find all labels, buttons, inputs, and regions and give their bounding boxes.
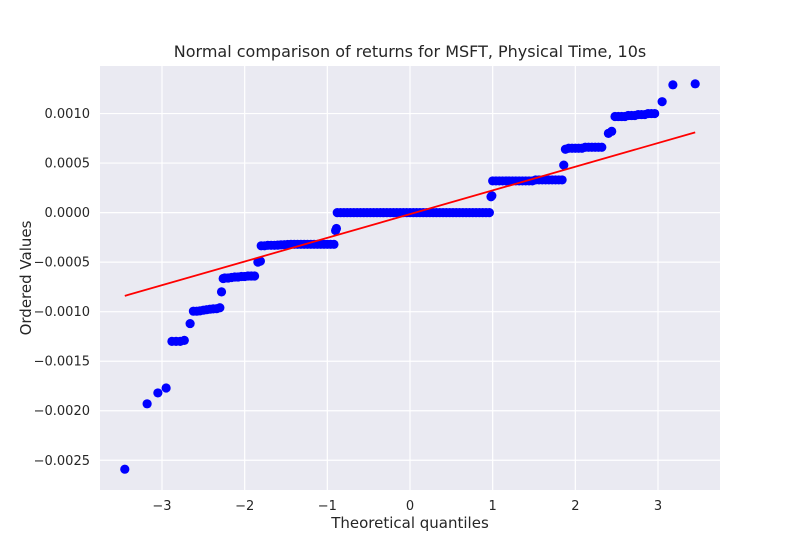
data-point [255,256,265,266]
grid-lines [100,66,720,490]
data-point [179,335,189,346]
data-points [120,79,700,474]
y-tick-label: 0.0010 [45,107,91,122]
data-point [657,97,667,107]
y-tick-label: −0.0015 [34,355,90,370]
x-tick-label: −1 [318,499,337,514]
data-point [557,175,567,185]
data-point [690,79,700,89]
data-point [185,318,195,329]
data-point [597,142,607,152]
data-point [559,160,569,170]
y-tick-label: −0.0010 [34,305,90,320]
data-point [668,80,678,90]
fit-line [124,131,696,297]
data-point [120,464,130,474]
x-tick-labels: −3 −2 −1 0 1 2 3 [152,499,662,514]
data-point [142,399,152,409]
y-axis-label: Ordered Values [17,220,35,335]
x-tick-label: 1 [489,499,497,514]
y-tick-label: −0.0005 [34,256,90,271]
x-tick-label: 2 [571,499,579,514]
chart-title: Normal comparison of returns for MSFT, P… [174,42,646,61]
data-point [215,303,225,313]
x-axis-label: Theoretical quantiles [330,514,489,532]
data-point [329,239,339,249]
x-tick-label: −3 [152,499,171,514]
y-tick-label: 0.0005 [45,157,91,172]
data-point [153,388,163,398]
x-tick-label: 0 [406,499,414,514]
data-point [650,108,660,119]
data-point [487,191,497,201]
y-tick-label: 0.0000 [45,206,91,221]
data-point [484,208,494,218]
x-tick-label: 3 [654,499,662,514]
x-tick-label: −2 [235,499,254,514]
data-point [216,287,227,297]
data-point [249,271,260,281]
y-tick-label: −0.0020 [34,404,90,419]
y-tick-label: −0.0025 [34,454,90,469]
y-tick-labels: −0.0025 −0.0020 −0.0015 −0.0010 −0.0005 0.000… [34,107,90,469]
data-point [607,126,617,136]
data-point [161,383,171,393]
data-point [331,223,342,234]
